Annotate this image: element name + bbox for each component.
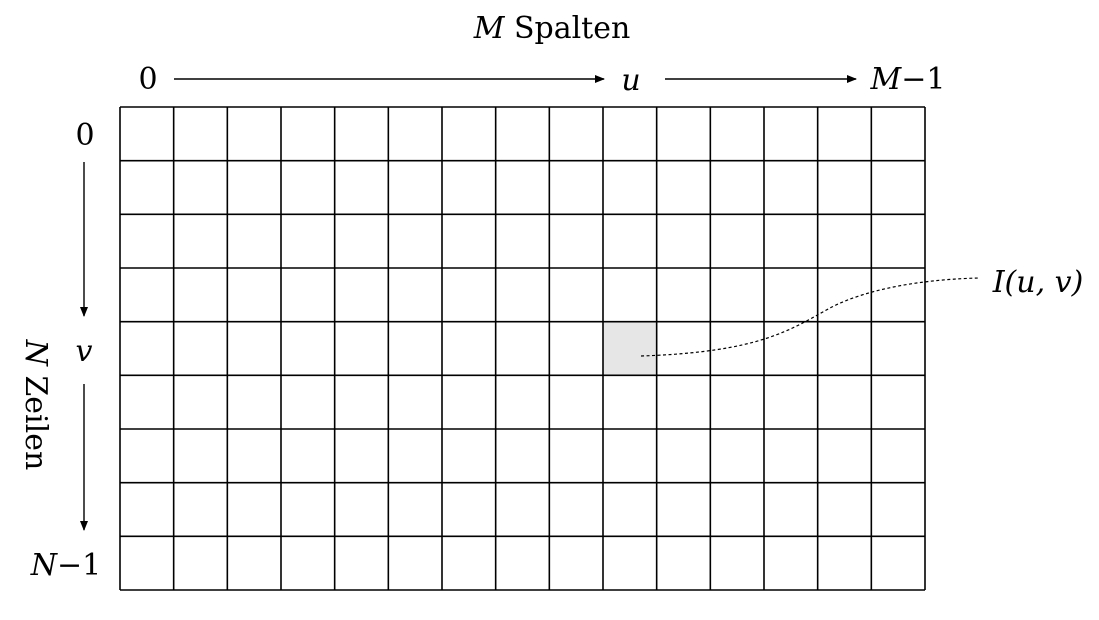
row-end-label: N−1 <box>30 548 101 583</box>
row-end-suffix: −1 <box>57 548 101 583</box>
col-end-symbol: M <box>870 62 903 97</box>
col-end-label: M−1 <box>870 62 946 97</box>
rows-label: N Zeilen <box>18 339 53 471</box>
highlighted-pixel <box>603 321 657 376</box>
pixel-leader-line <box>640 277 981 357</box>
row-end-symbol: N <box>30 548 59 583</box>
rows-text: Zeilen <box>18 366 53 470</box>
row-start-label: 0 <box>75 118 94 153</box>
rows-symbol: N <box>18 339 53 368</box>
col-start-label: 0 <box>138 62 157 97</box>
pixel-grid <box>119 106 926 591</box>
col-mid-label: u <box>621 63 640 98</box>
pixel-value-label: I(u, v) <box>992 265 1084 300</box>
row-mid-label: v <box>76 334 93 369</box>
col-end-suffix: −1 <box>901 62 945 97</box>
columns-text: Spalten <box>504 11 630 46</box>
columns-label: M Spalten <box>473 11 631 46</box>
columns-symbol: M <box>473 11 506 46</box>
